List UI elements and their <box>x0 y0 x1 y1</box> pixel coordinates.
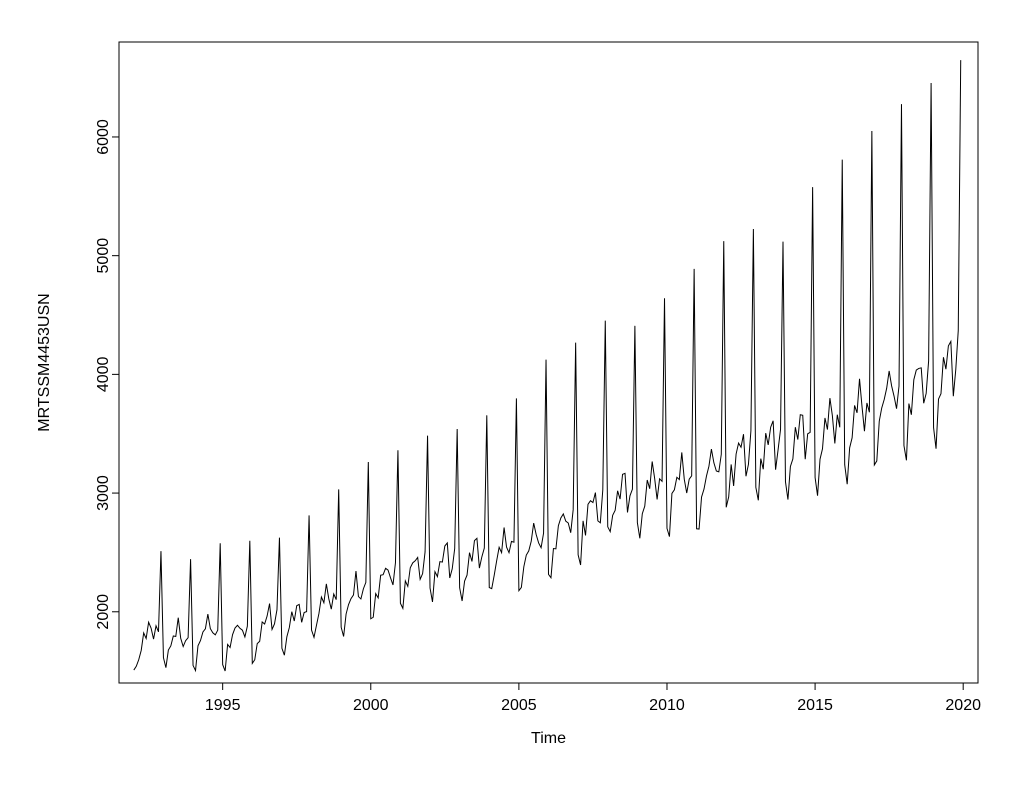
y-tick-label: 4000 <box>95 356 112 392</box>
y-tick-label: 6000 <box>95 119 112 155</box>
x-tick-label: 2015 <box>797 697 833 714</box>
chart-svg: 2000 3000 4000 5000 6000 1995 2000 2005 2010 201… <box>0 0 1036 800</box>
x-tick-label: 2010 <box>649 697 685 714</box>
y-tick-label: 3000 <box>95 475 112 511</box>
y-tick-label: 5000 <box>95 238 112 274</box>
y-tick-label: 2000 <box>95 594 112 630</box>
x-tick-label: 2005 <box>501 697 537 714</box>
time-series-chart: 2000 3000 4000 5000 6000 1995 2000 2005 2010 201… <box>0 0 1036 800</box>
x-axis-title: Time <box>531 730 566 747</box>
y-axis-title: MRTSSM4453USN <box>36 293 53 431</box>
data-line <box>134 60 961 671</box>
y-axis: 2000 3000 4000 5000 6000 <box>95 119 119 630</box>
plot-border <box>119 42 978 683</box>
x-tick-label: 1995 <box>205 697 241 714</box>
x-tick-label: 2020 <box>945 697 981 714</box>
x-axis: 1995 2000 2005 2010 2015 2020 <box>205 683 981 714</box>
x-tick-label: 2000 <box>353 697 389 714</box>
